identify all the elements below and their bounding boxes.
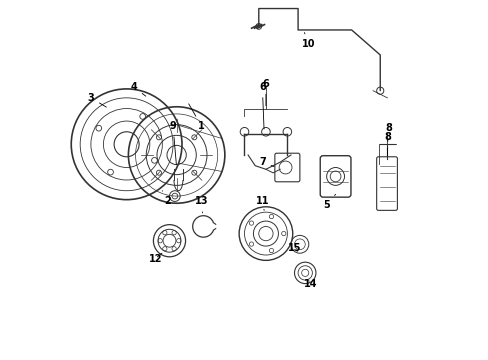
Text: 10: 10 xyxy=(302,32,315,49)
Text: 7: 7 xyxy=(259,157,273,167)
Text: 8: 8 xyxy=(383,132,390,156)
FancyBboxPatch shape xyxy=(274,153,299,182)
Text: 1: 1 xyxy=(188,104,204,131)
Text: 8: 8 xyxy=(385,123,392,141)
Text: 12: 12 xyxy=(148,253,162,264)
Text: 6: 6 xyxy=(259,82,265,129)
Text: 5: 5 xyxy=(323,194,335,210)
Text: 4: 4 xyxy=(130,82,145,96)
Text: 15: 15 xyxy=(287,243,301,253)
Text: 3: 3 xyxy=(87,93,106,107)
FancyBboxPatch shape xyxy=(376,157,397,210)
Text: 9: 9 xyxy=(169,121,176,165)
Text: 14: 14 xyxy=(303,279,317,289)
Text: 11: 11 xyxy=(255,197,268,210)
Text: 13: 13 xyxy=(195,197,208,213)
FancyBboxPatch shape xyxy=(320,156,350,197)
Text: 2: 2 xyxy=(162,191,171,206)
Text: 6: 6 xyxy=(262,78,269,106)
